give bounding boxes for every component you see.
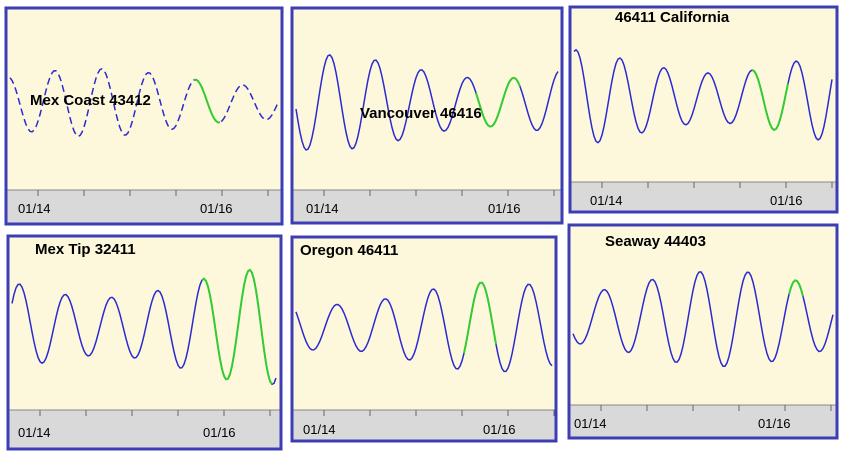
x-label: 01/14 xyxy=(306,201,339,216)
curve-highlight xyxy=(475,76,521,128)
x-label: 01/16 xyxy=(758,416,791,431)
panel-title: Mex Tip 32411 xyxy=(35,241,136,258)
panel-bg xyxy=(6,8,282,224)
panel-bg xyxy=(292,237,556,441)
x-label: 01/16 xyxy=(203,425,236,440)
panel: Mex Coast 43412 01/14 01/16 xyxy=(4,6,284,226)
panel-title: Mex Coast 43412 xyxy=(30,92,151,109)
x-label: 01/14 xyxy=(590,193,623,208)
curve-highlight xyxy=(751,69,789,132)
panel-bg xyxy=(570,7,837,212)
panel-border xyxy=(290,235,558,443)
panel-border xyxy=(6,234,283,451)
x-label: 01/16 xyxy=(770,193,803,208)
panel-bg xyxy=(569,225,837,438)
panel-title: Oregon 46411 xyxy=(300,242,398,259)
panel-border xyxy=(4,6,284,226)
x-label: 01/16 xyxy=(200,201,233,216)
panel-title: Seaway 44403 xyxy=(605,233,706,250)
panel-border xyxy=(567,223,839,440)
curve-highlight xyxy=(201,268,273,385)
x-label: 01/14 xyxy=(18,425,51,440)
x-label: 01/16 xyxy=(488,201,521,216)
x-label: 01/14 xyxy=(18,201,51,216)
panel-border xyxy=(290,6,564,225)
x-label: 01/14 xyxy=(303,422,336,437)
panel: 46411 California 01/14 01/16 xyxy=(568,5,839,214)
axis-band xyxy=(570,182,837,212)
panel: Oregon 46411 01/14 01/16 xyxy=(290,235,558,443)
panel-bg xyxy=(292,8,562,223)
axis-band xyxy=(8,410,281,449)
panel-title: 46411 California xyxy=(615,9,730,26)
curve xyxy=(295,281,553,373)
x-label: 01/16 xyxy=(483,422,516,437)
panel: Seaway 44403 01/14 01/16 xyxy=(567,223,839,440)
curve-highlight xyxy=(193,78,221,124)
x-label: 01/14 xyxy=(574,416,607,431)
panel-title: Vancouver 46416 xyxy=(360,105,482,122)
axis-band xyxy=(6,190,282,224)
curve-highlight xyxy=(463,281,497,354)
panel: Mex Tip 32411 01/14 01/16 xyxy=(6,234,283,451)
axis-band xyxy=(569,405,837,438)
panel-border xyxy=(568,5,839,214)
curve-highlight xyxy=(788,279,804,297)
curve xyxy=(573,48,833,144)
panel: Vancouver 46416 01/14 01/16 xyxy=(290,6,564,225)
axis-band xyxy=(292,190,562,223)
curve xyxy=(9,67,279,138)
axis-band xyxy=(292,410,556,441)
